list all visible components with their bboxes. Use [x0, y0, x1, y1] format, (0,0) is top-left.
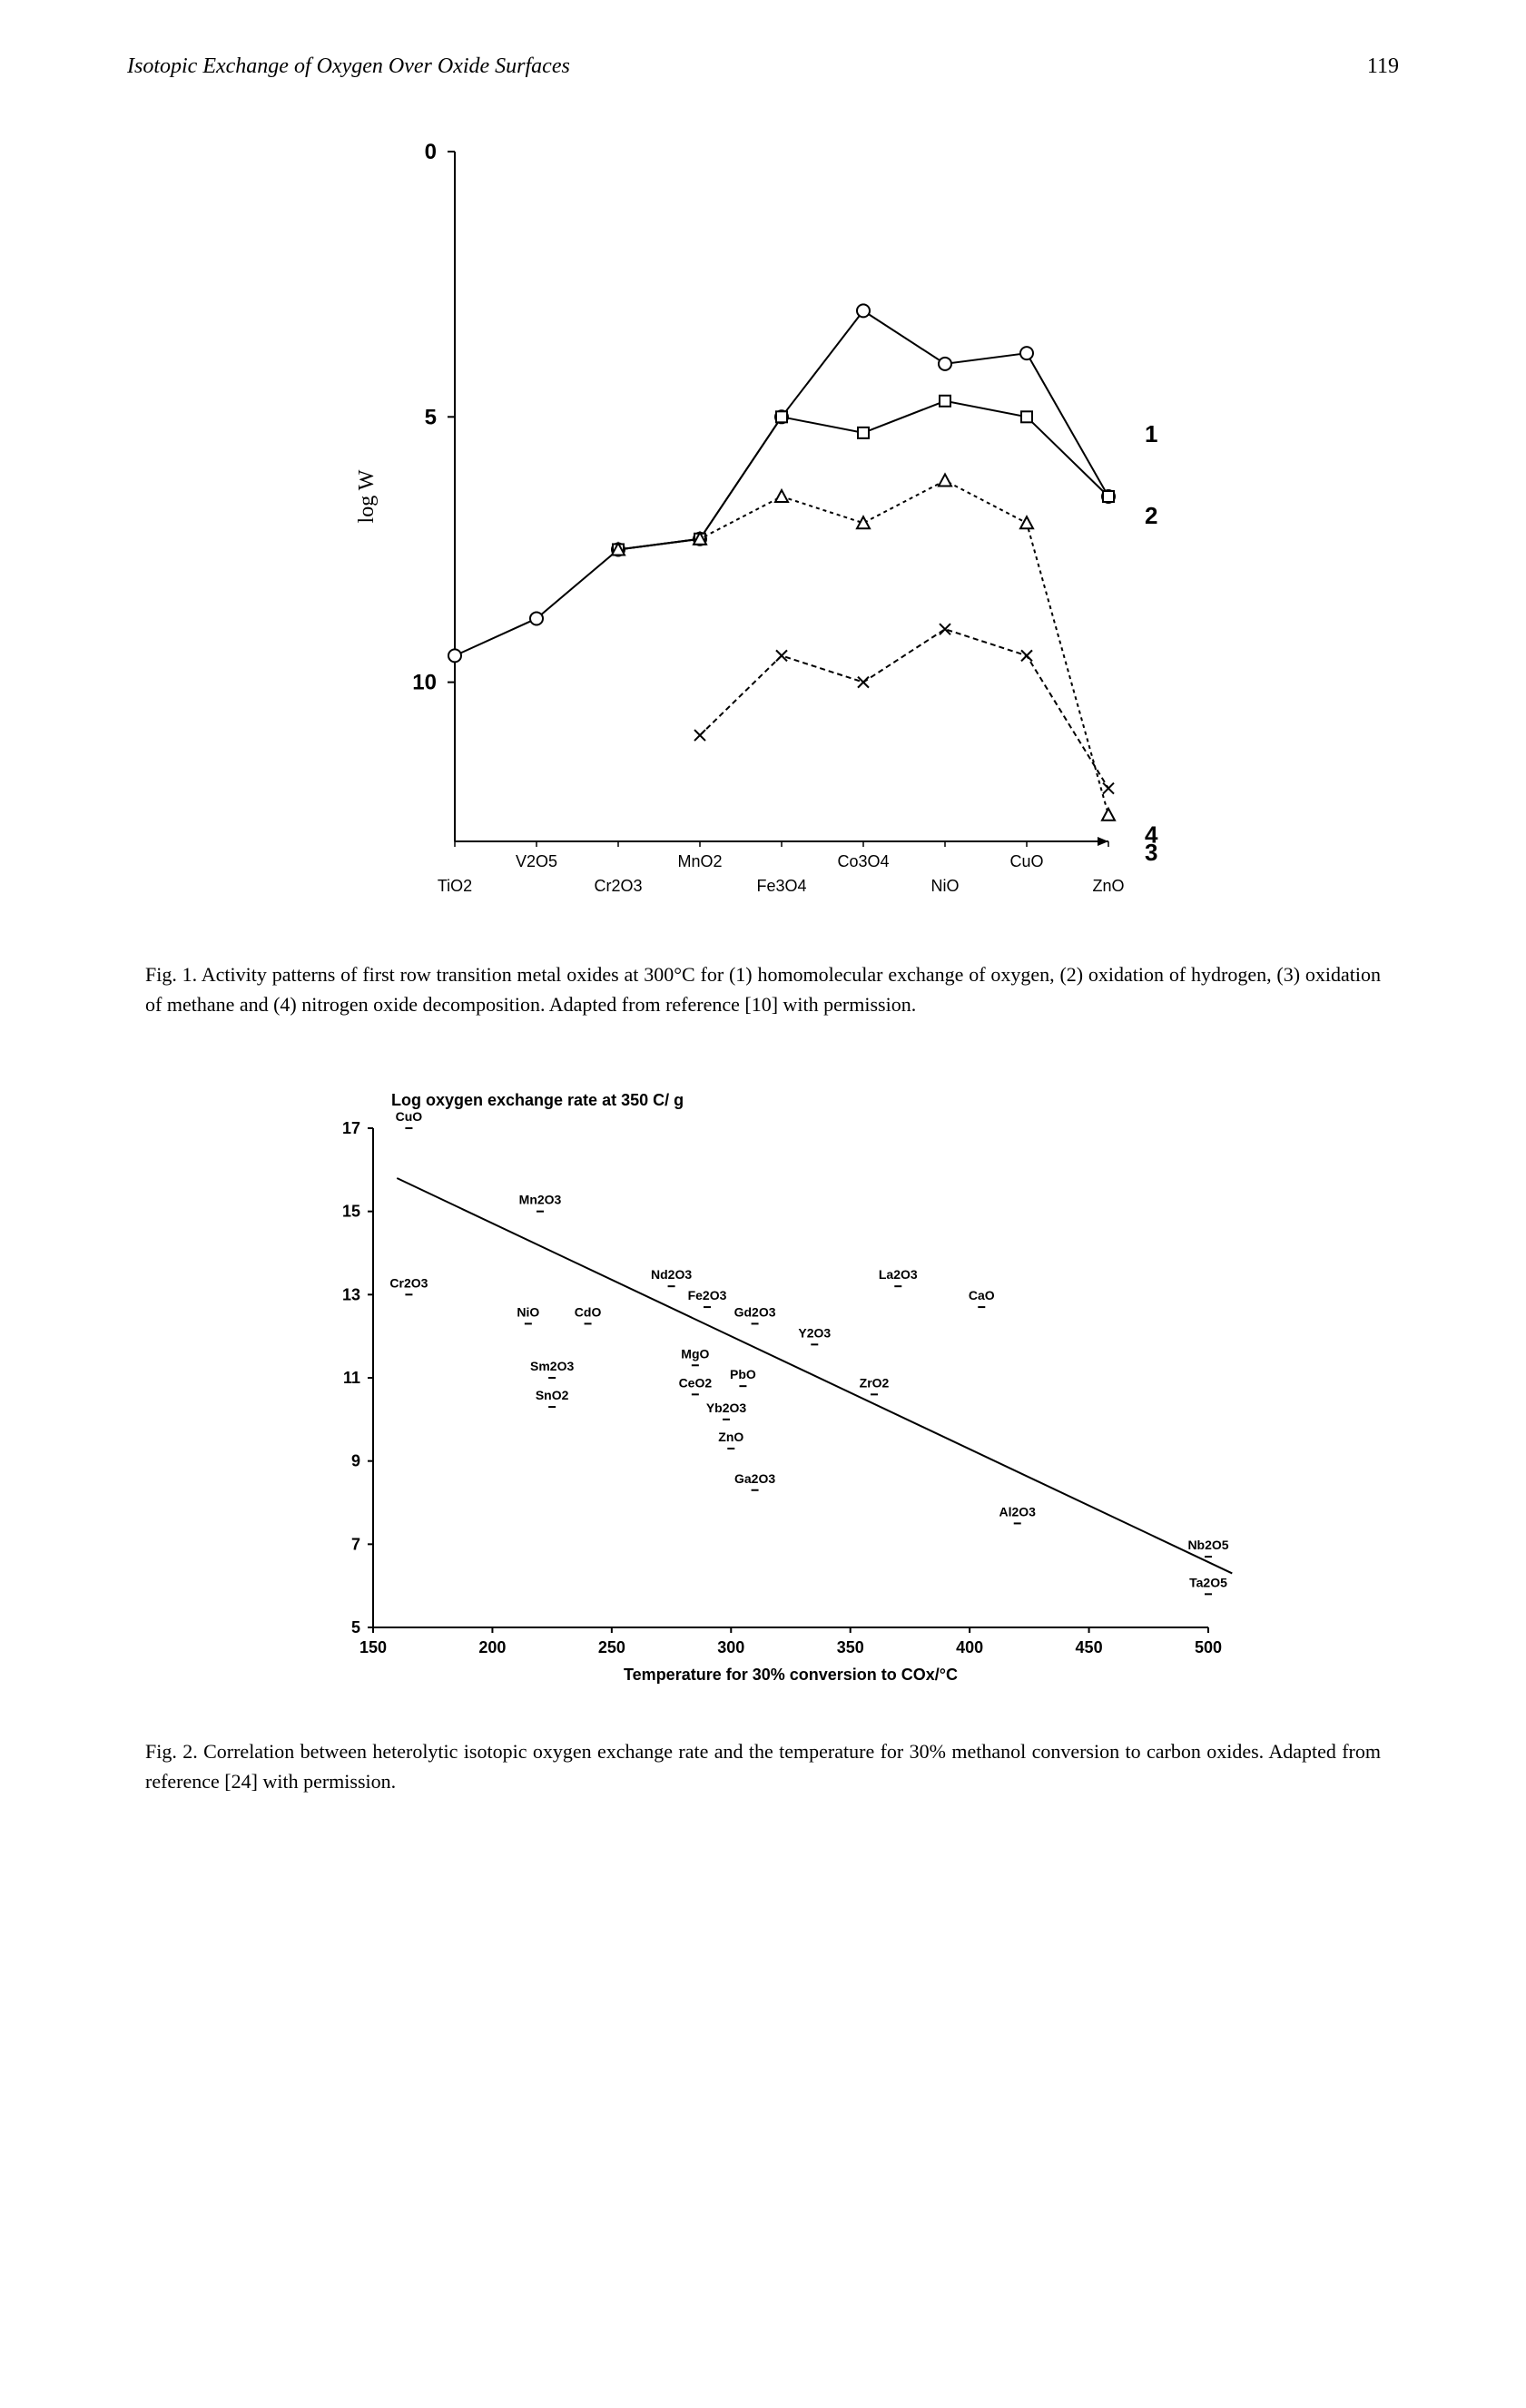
svg-text:11: 11	[342, 1369, 359, 1387]
svg-text:CuO: CuO	[1009, 852, 1043, 870]
svg-text:150: 150	[359, 1638, 386, 1656]
svg-text:0: 0	[424, 140, 436, 164]
svg-text:Nb2O5: Nb2O5	[1187, 1538, 1228, 1552]
svg-text:Fe2O3: Fe2O3	[687, 1288, 726, 1302]
page-header: Isotopic Exchange of Oxygen Over Oxide S…	[109, 54, 1417, 79]
svg-text:9: 9	[350, 1452, 359, 1470]
header-title: Isotopic Exchange of Oxygen Over Oxide S…	[127, 54, 570, 79]
svg-text:La2O3: La2O3	[878, 1267, 917, 1282]
fig2-chart: Log oxygen exchange rate at 350 C/ g 5 7 9 1…	[264, 1074, 1263, 1709]
svg-text:250: 250	[597, 1638, 625, 1656]
svg-text:MnO2: MnO2	[677, 852, 722, 870]
svg-text:17: 17	[341, 1119, 359, 1137]
svg-text:Al2O3: Al2O3	[999, 1504, 1036, 1519]
figure-1: 0 5 10 log W V2O5 MnO2 Co3O4 CuO TiO2 Cr2O3 Fe3O4 N…	[109, 115, 1417, 932]
svg-text:Cr2O3: Cr2O3	[594, 877, 642, 895]
fig2-caption: Fig. 2. Correlation between heterolytic …	[145, 1736, 1381, 1796]
fig1-chart: 0 5 10 log W V2O5 MnO2 Co3O4 CuO TiO2 Cr2O3 Fe3O4 N…	[310, 115, 1217, 932]
svg-text:200: 200	[478, 1638, 506, 1656]
svg-text:5: 5	[424, 405, 436, 429]
svg-text:Co3O4: Co3O4	[837, 852, 889, 870]
svg-text:ZrO2: ZrO2	[859, 1375, 889, 1390]
svg-text:15: 15	[341, 1203, 359, 1221]
svg-text:4: 4	[1145, 821, 1158, 849]
svg-text:1: 1	[1145, 420, 1157, 447]
svg-text:450: 450	[1075, 1638, 1102, 1656]
svg-text:Y2O3: Y2O3	[798, 1325, 831, 1340]
svg-text:CuO: CuO	[395, 1109, 422, 1124]
svg-text:NiO: NiO	[517, 1304, 539, 1319]
svg-text:7: 7	[350, 1535, 359, 1553]
svg-text:log W: log W	[355, 469, 379, 523]
svg-text:500: 500	[1194, 1638, 1221, 1656]
svg-text:NiO: NiO	[930, 877, 959, 895]
svg-text:10: 10	[412, 671, 437, 695]
svg-text:V2O5: V2O5	[515, 852, 556, 870]
svg-text:PbO: PbO	[730, 1367, 756, 1381]
fig1-caption: Fig. 1. Activity patterns of first row t…	[145, 959, 1381, 1019]
svg-text:Cr2O3: Cr2O3	[389, 1275, 428, 1290]
svg-text:Temperature for 30% conversion: Temperature for 30% conversion to COx/°C	[624, 1666, 958, 1684]
svg-text:Nd2O3: Nd2O3	[651, 1267, 692, 1282]
svg-text:Fe3O4: Fe3O4	[756, 877, 806, 895]
figure-2: Log oxygen exchange rate at 350 C/ g 5 7 9 1…	[109, 1074, 1417, 1709]
svg-text:Sm2O3: Sm2O3	[530, 1359, 574, 1373]
svg-text:13: 13	[341, 1285, 359, 1303]
svg-text:TiO2: TiO2	[437, 877, 471, 895]
svg-text:ZnO: ZnO	[1092, 877, 1124, 895]
svg-text:Mn2O3: Mn2O3	[518, 1193, 561, 1207]
svg-text:ZnO: ZnO	[718, 1430, 743, 1444]
svg-text:Ga2O3: Ga2O3	[734, 1471, 775, 1486]
svg-text:CaO: CaO	[968, 1288, 994, 1302]
svg-text:Ta2O5: Ta2O5	[1189, 1575, 1227, 1589]
svg-text:MgO: MgO	[681, 1346, 709, 1361]
svg-text:Yb2O3: Yb2O3	[705, 1401, 746, 1415]
svg-text:CeO2: CeO2	[678, 1375, 712, 1390]
svg-text:2: 2	[1145, 502, 1157, 529]
svg-text:300: 300	[717, 1638, 744, 1656]
svg-text:CdO: CdO	[574, 1304, 601, 1319]
svg-text:350: 350	[836, 1638, 863, 1656]
page-number: 119	[1367, 54, 1399, 79]
svg-text:Gd2O3: Gd2O3	[733, 1304, 775, 1319]
svg-text:Log oxygen exchange rate at 35: Log oxygen exchange rate at 350 C/ g	[391, 1091, 684, 1109]
svg-text:400: 400	[956, 1638, 983, 1656]
svg-text:SnO2: SnO2	[535, 1388, 568, 1402]
svg-text:5: 5	[350, 1618, 359, 1636]
